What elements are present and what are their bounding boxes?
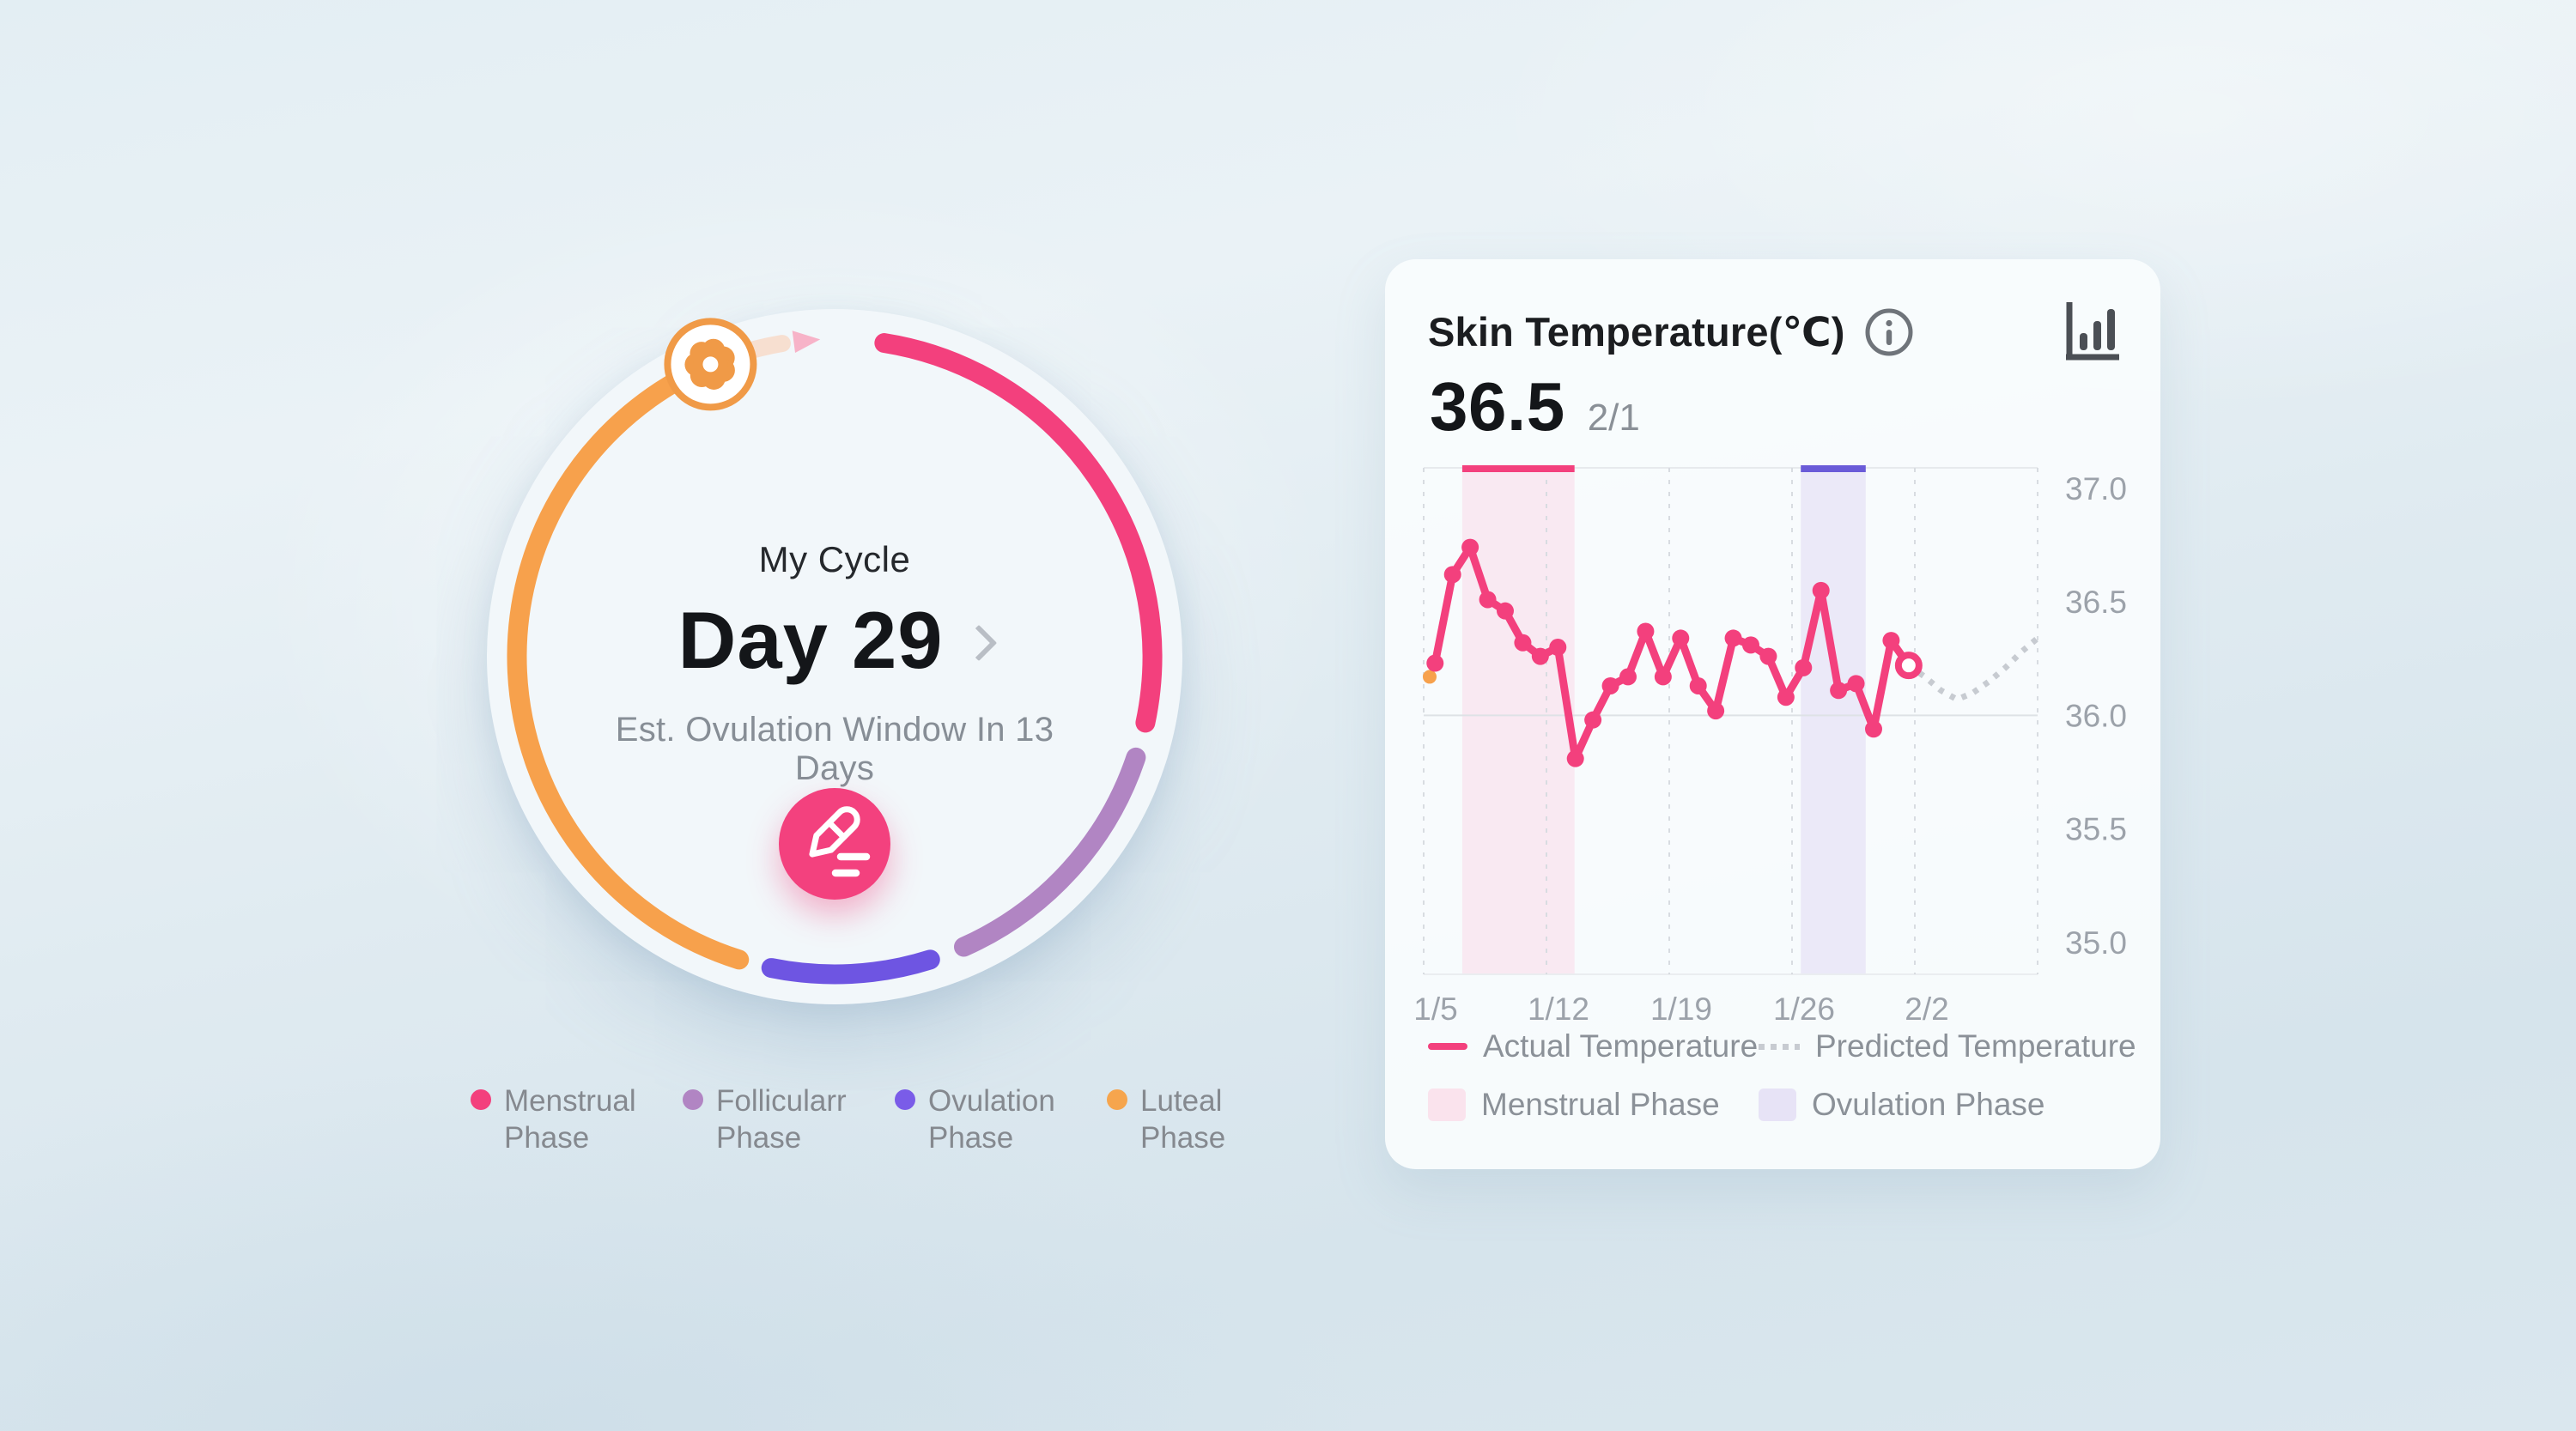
menstrual-phase-band (1461, 468, 1575, 974)
temperature-date: 2/1 (1587, 397, 1640, 439)
cycle-center: My Cycle Day 29 Est. Ovulation Window In… (577, 539, 1092, 788)
temperature-value: 36.5 (1430, 368, 1565, 445)
svg-text:1/5: 1/5 (1413, 991, 1457, 1027)
info-icon[interactable] (1862, 306, 1916, 359)
chart-legend: Actual Temperature Predicted Temperature… (1428, 1028, 2136, 1123)
previous-cycle-point (1423, 670, 1437, 684)
legend-item-luteal: Luteal Phase (1107, 1083, 1283, 1156)
direction-arrow-icon (792, 330, 821, 353)
luteal-phase-arc (507, 354, 750, 970)
menstrual-band-swatch (1428, 1088, 1466, 1121)
svg-text:1/19: 1/19 (1650, 991, 1712, 1027)
svg-text:37.0: 37.0 (2065, 471, 2127, 506)
predicted-temperature-line (1906, 635, 2040, 703)
ovulation-phase-arc (761, 949, 940, 985)
legend-item-ovulation: Ovulation Phase (895, 1083, 1071, 1156)
luteal-dot-icon (1107, 1089, 1127, 1110)
chart-legend-row-bands: Menstrual Phase Ovulation Phase (1428, 1087, 2136, 1123)
actual-line-swatch (1428, 1043, 1467, 1050)
menstrual-dot-icon (471, 1089, 491, 1110)
ovulation-dot-icon (895, 1089, 915, 1110)
svg-text:35.5: 35.5 (2065, 812, 2127, 847)
legend-item-menstrual: Menstrual Phase (471, 1083, 647, 1156)
cycle-title: My Cycle (758, 539, 911, 579)
cycle-phase-legend: Menstrual Phase Follicularr Phase Ovulat… (471, 1083, 1283, 1156)
predicted-line-swatch (1759, 1043, 1800, 1050)
cycle-day-label: Day 29 (677, 595, 944, 685)
svg-text:1/26: 1/26 (1773, 991, 1835, 1027)
skin-temperature-card: Skin Temperature(℃) 36.5 2/1 35.0 35.5 36.… (1385, 259, 2160, 1169)
follicular-phase-arc (953, 747, 1146, 957)
chevron-right-icon (960, 624, 997, 662)
follicular-dot-icon (683, 1089, 703, 1110)
bar-chart-icon[interactable] (2063, 300, 2123, 364)
log-edit-button[interactable] (779, 788, 890, 900)
actual-temperature-line (1431, 543, 1913, 763)
cycle-day-marker[interactable] (664, 318, 757, 411)
ovulation-phase-band (1801, 468, 1866, 974)
pencil-icon (809, 806, 871, 877)
svg-text:36.0: 36.0 (2065, 698, 2127, 733)
svg-text:1/12: 1/12 (1528, 991, 1589, 1027)
temperature-chart: 35.0 35.5 36.0 36.5 37.0 1/5 1/12 1/19 1/26 2/2 (1413, 465, 2127, 1027)
current-day-point (1894, 652, 1923, 680)
chart-legend-row-lines: Actual Temperature Predicted Temperature (1428, 1028, 2136, 1064)
ovulation-window-subtitle: Est. Ovulation Window In 13 Days (615, 711, 1054, 787)
flower-gear-icon (684, 338, 735, 390)
cycle-phase-ring (507, 318, 1163, 985)
legend-item-follicular: Follicularr Phase (683, 1083, 859, 1156)
legend-menstrual-phase: Menstrual Phase (1428, 1087, 1759, 1123)
cycle-day-row[interactable]: Day 29 (577, 594, 1092, 687)
menstrual-phase-arc (874, 333, 1163, 733)
progress-trail (746, 335, 791, 358)
card-header: Skin Temperature(℃) (1428, 300, 2123, 364)
current-reading: 36.5 2/1 (1430, 367, 1640, 446)
legend-predicted-temperature: Predicted Temperature (1759, 1028, 2136, 1064)
legend-actual-temperature: Actual Temperature (1428, 1028, 1759, 1064)
svg-text:35.0: 35.0 (2065, 925, 2127, 961)
ovulation-band-swatch (1759, 1088, 1796, 1121)
card-title: Skin Temperature(℃) (1428, 309, 1845, 355)
svg-text:36.5: 36.5 (2065, 585, 2127, 620)
svg-text:2/2: 2/2 (1905, 991, 1948, 1027)
legend-ovulation-phase: Ovulation Phase (1759, 1087, 2045, 1123)
